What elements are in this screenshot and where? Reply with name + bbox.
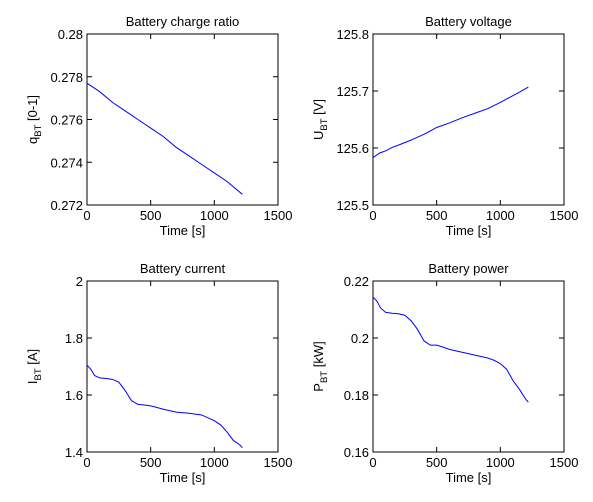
x-tick-label: 1000 [486, 455, 515, 470]
y-axis-label-subscript: BT [33, 368, 44, 380]
y-tick-label: 125.5 [336, 198, 369, 213]
x-tick-label: 1000 [200, 208, 229, 223]
y-tick-label: 125.6 [336, 141, 369, 156]
y-axis-label-subscript: BT [319, 118, 330, 130]
x-tick-label: 1500 [550, 455, 579, 470]
x-tick-label: 0 [83, 208, 90, 223]
x-tick-label: 0 [83, 455, 90, 470]
axes-frame [86, 33, 279, 206]
y-axis-label-subscript: BT [319, 371, 330, 383]
y-tick-label: 0.22 [344, 274, 369, 289]
x-tick-label: 1500 [550, 208, 579, 223]
y-tick-label: 0.2 [351, 331, 369, 346]
series-line [86, 364, 243, 449]
y-axis-label-main: q [25, 137, 40, 144]
chart-title: Battery current [140, 261, 226, 276]
x-tick-label: 500 [426, 455, 448, 470]
y-axis-label-subscript: BT [33, 124, 44, 136]
subplot-3: 0 500 1000 1500 1.4 1.6 1.8 2 Battery current Tim… [25, 261, 292, 485]
y-axis-label-main: P [311, 383, 326, 392]
y-axis-label-main: U [311, 131, 326, 140]
x-tick-label: 500 [140, 455, 162, 470]
y-tick-label: 0.274 [50, 155, 83, 170]
y-axis-label: PBT [kW] [311, 341, 330, 391]
series-line [372, 296, 529, 403]
y-tick-label: 0.18 [344, 388, 369, 403]
y-axis-label-unit: [kW] [311, 341, 326, 371]
y-axis-label-unit: [A] [25, 349, 40, 369]
y-axis-label: qBT [0-1] [25, 95, 44, 144]
x-axis-label: Time [s] [446, 470, 492, 485]
subplot-2: 0 500 1000 1500 125.5 125.6 125.7 125.8 Battery … [311, 14, 578, 238]
x-axis-label: Time [s] [160, 470, 206, 485]
x-axis-label: Time [s] [446, 223, 492, 238]
y-tick-label: 125.8 [336, 27, 369, 42]
subplot-1: 0 500 1000 1500 0.272 0.274 0.276 0.278 0.28 Batt… [25, 14, 292, 238]
series-line [372, 86, 529, 159]
series-line [86, 82, 243, 195]
y-tick-label: 0.276 [50, 113, 83, 128]
axes-frame [372, 33, 565, 206]
y-tick-label: 0.28 [58, 27, 83, 42]
y-axis-label: IBT [A] [25, 349, 44, 384]
y-axis-label-unit: [0-1] [25, 95, 40, 125]
x-tick-label: 1000 [200, 455, 229, 470]
x-tick-label: 1500 [264, 455, 293, 470]
x-axis-label: Time [s] [160, 223, 206, 238]
x-tick-label: 500 [426, 208, 448, 223]
y-tick-label: 0.16 [344, 445, 369, 460]
x-tick-label: 0 [369, 455, 376, 470]
axes-frame [86, 280, 279, 453]
y-tick-label: 125.7 [336, 84, 369, 99]
axes-frame [372, 280, 565, 453]
y-tick-label: 1.4 [65, 445, 83, 460]
y-axis-label-unit: [V] [311, 99, 326, 119]
y-tick-label: 0.278 [50, 70, 83, 85]
chart-title: Battery voltage [425, 14, 512, 29]
x-tick-label: 1000 [486, 208, 515, 223]
y-axis-label-main: I [25, 381, 40, 385]
y-tick-label: 0.272 [50, 198, 83, 213]
y-tick-label: 1.6 [65, 388, 83, 403]
y-axis-label: UBT [V] [311, 99, 330, 140]
x-tick-label: 500 [140, 208, 162, 223]
chart-title: Battery charge ratio [126, 14, 239, 29]
y-tick-label: 1.8 [65, 331, 83, 346]
x-tick-label: 1500 [264, 208, 293, 223]
chart-title: Battery power [428, 261, 509, 276]
subplot-4: 0 500 1000 1500 0.16 0.18 0.2 0.22 Battery power… [311, 261, 578, 485]
y-tick-label: 2 [76, 274, 83, 289]
x-tick-label: 0 [369, 208, 376, 223]
